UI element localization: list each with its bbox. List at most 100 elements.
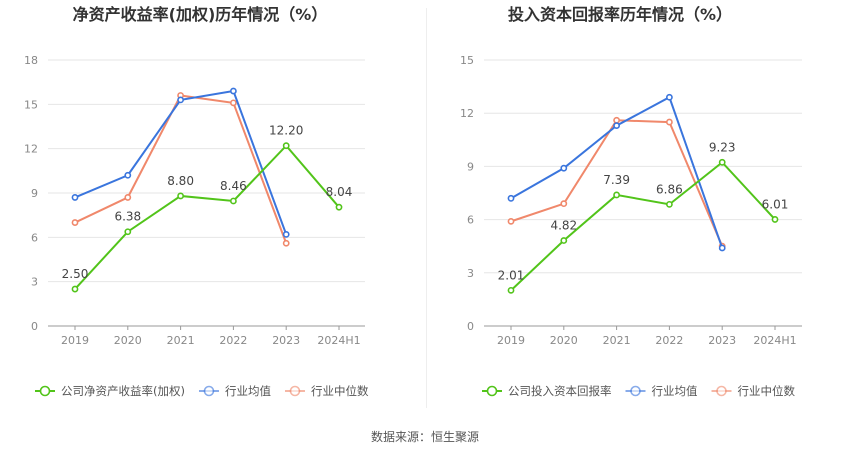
chart-title: 净资产收益率(加权)历年情况（%） bbox=[73, 5, 328, 24]
legend-label: 行业中位数 bbox=[311, 384, 369, 398]
legend-label: 公司投入资本回报率 bbox=[508, 384, 612, 398]
y-tick-label: 6 bbox=[31, 231, 38, 244]
chart-2: 投入资本回报率历年情况（%） 0 3 6 9 12 15 2019 2020 2021 2022 20… bbox=[460, 5, 802, 398]
x-tick-label: 2023 bbox=[708, 334, 736, 347]
legend-label: 行业中位数 bbox=[738, 384, 796, 398]
series-line bbox=[510, 160, 776, 292]
data-point bbox=[177, 96, 184, 104]
legend-item: 行业中位数 bbox=[711, 384, 796, 398]
series-1: 2.01 4.82 7.39 6.86 9.23 6.01 bbox=[498, 140, 789, 294]
data-point bbox=[666, 118, 673, 126]
legend-marker-icon bbox=[486, 385, 498, 397]
chart-1: 净资产收益率(加权)历年情况（%） 0 3 6 9 12 15 18 2019 2020 2021 2… bbox=[24, 5, 369, 398]
data-label: 12.20 bbox=[269, 124, 303, 138]
data-label: 6.01 bbox=[762, 197, 789, 211]
data-point bbox=[613, 116, 620, 124]
data-point bbox=[560, 237, 568, 244]
data-label: 9.23 bbox=[709, 140, 736, 154]
x-tick-label: 2024H1 bbox=[317, 334, 360, 347]
chart-title: 投入资本回报率历年情况（%） bbox=[508, 5, 732, 24]
data-source-note: 数据来源：恒生聚源 bbox=[370, 430, 479, 444]
series-2 bbox=[71, 87, 290, 238]
data-point bbox=[124, 228, 132, 236]
data-label: 2.01 bbox=[498, 268, 525, 282]
x-tick-label: 2021 bbox=[167, 334, 195, 347]
data-point bbox=[718, 158, 726, 166]
legend-marker-icon bbox=[716, 385, 727, 397]
legend-label: 行业均值 bbox=[652, 384, 698, 398]
data-point bbox=[71, 194, 79, 201]
y-tick-label: 15 bbox=[460, 54, 474, 67]
legend-item: 行业均值 bbox=[198, 384, 271, 398]
y-tick-label: 9 bbox=[467, 160, 474, 173]
data-label: 8.80 bbox=[167, 174, 194, 188]
data-point bbox=[666, 200, 673, 208]
data-point bbox=[613, 191, 620, 199]
data-label: 2.50 bbox=[62, 267, 89, 281]
data-point bbox=[507, 194, 515, 202]
data-point bbox=[71, 285, 79, 293]
series-line bbox=[74, 144, 340, 290]
series-1: 2.50 6.38 8.80 8.46 12.20 8.04 bbox=[62, 124, 353, 293]
legend: 公司净资产收益率(加权) 行业均值 行业中位数 bbox=[35, 384, 369, 398]
data-point bbox=[560, 164, 568, 172]
legend-item: 公司净资产收益率(加权) bbox=[35, 384, 185, 398]
data-point bbox=[71, 219, 79, 226]
y-tick-label: 3 bbox=[31, 276, 38, 289]
x-tick-label: 2022 bbox=[219, 334, 247, 347]
data-point bbox=[229, 99, 237, 107]
legend-item: 行业中位数 bbox=[284, 384, 369, 398]
legend-item: 公司投入资本回报率 bbox=[482, 384, 612, 398]
data-point bbox=[124, 194, 132, 201]
y-tick-label: 15 bbox=[24, 98, 38, 111]
legend: 公司投入资本回报率 行业均值 行业中位数 bbox=[482, 384, 795, 398]
legend-label: 行业均值 bbox=[225, 384, 271, 398]
data-point bbox=[507, 217, 515, 225]
legend-label: 公司净资产收益率(加权) bbox=[61, 384, 185, 398]
data-point bbox=[666, 93, 673, 101]
data-point bbox=[282, 230, 290, 238]
data-label: 6.38 bbox=[114, 210, 141, 224]
legend-marker-icon bbox=[39, 385, 51, 397]
data-label: 8.46 bbox=[220, 179, 247, 193]
data-label: 4.82 bbox=[550, 219, 577, 233]
y-tick-label: 6 bbox=[467, 214, 474, 227]
x-tick-label: 2021 bbox=[603, 334, 631, 347]
series-line bbox=[74, 94, 288, 244]
data-point bbox=[507, 286, 515, 294]
legend-marker-icon bbox=[289, 385, 301, 397]
series-2 bbox=[507, 93, 726, 252]
data-point bbox=[718, 244, 726, 252]
data-point bbox=[613, 122, 620, 130]
y-tick-label: 12 bbox=[24, 143, 38, 156]
x-tick-label: 2024H1 bbox=[753, 334, 796, 347]
y-tick-label: 0 bbox=[467, 320, 474, 333]
x-tick-label: 2020 bbox=[114, 334, 142, 347]
data-label: 6.86 bbox=[656, 182, 683, 196]
data-point bbox=[229, 197, 237, 205]
x-tick-label: 2019 bbox=[497, 334, 525, 347]
y-tick-label: 0 bbox=[31, 320, 38, 333]
data-point bbox=[335, 203, 343, 211]
data-point bbox=[229, 87, 237, 95]
data-point bbox=[560, 200, 568, 208]
x-tick-label: 2019 bbox=[61, 334, 89, 347]
data-point bbox=[282, 239, 290, 247]
y-tick-label: 9 bbox=[31, 187, 38, 200]
legend-item: 行业均值 bbox=[625, 384, 698, 398]
legend-marker-icon bbox=[203, 385, 215, 397]
y-tick-label: 18 bbox=[24, 54, 38, 67]
legend-marker-icon bbox=[630, 385, 641, 397]
data-point bbox=[771, 216, 779, 223]
panel-divider bbox=[426, 8, 427, 408]
x-tick-label: 2020 bbox=[550, 334, 578, 347]
y-tick-label: 3 bbox=[467, 267, 474, 280]
data-point bbox=[177, 192, 184, 200]
series-line bbox=[74, 89, 288, 235]
data-label: 7.39 bbox=[603, 173, 630, 187]
data-point bbox=[282, 142, 290, 150]
data-label: 8.04 bbox=[326, 185, 353, 199]
x-tick-label: 2023 bbox=[272, 334, 300, 347]
series-3 bbox=[71, 92, 290, 247]
